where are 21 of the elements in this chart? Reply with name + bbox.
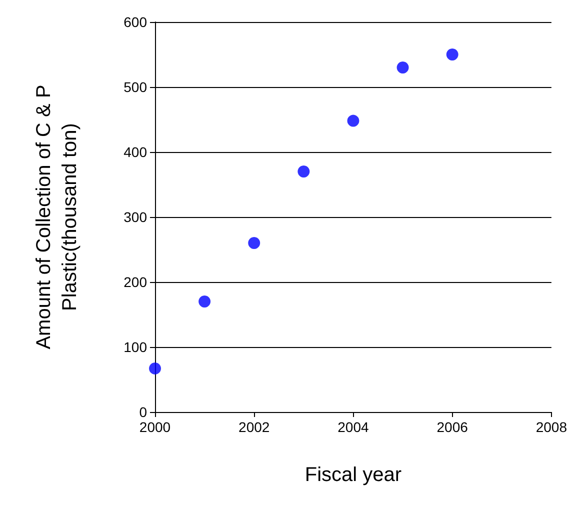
point (396, 62, 409, 74)
x-tick-label: 2008 (536, 419, 568, 435)
y-tick-label: 100 (124, 339, 148, 355)
x-tick-label: 2004 (338, 419, 369, 435)
point (446, 48, 458, 60)
point (248, 237, 260, 249)
x-axis-title: Fiscal year (304, 464, 402, 486)
x-tick-label: 2006 (436, 419, 468, 435)
y-axis-title: Amount of Collection of C & P Plastic(thousand ton) (33, 84, 81, 350)
y-tick-label: 0 (139, 404, 148, 420)
point (298, 166, 310, 178)
y-tick-label: 400 (124, 144, 148, 160)
y-tick-label: 600 (124, 14, 148, 30)
point (198, 296, 211, 308)
y-tick-label: 500 (124, 79, 148, 95)
x-tick-label: 2000 (139, 419, 171, 435)
point (347, 114, 360, 127)
x-tick-label: 2002 (238, 419, 270, 435)
y-tick-label: 200 (124, 274, 148, 290)
point (149, 362, 161, 374)
y-tick-label: 300 (124, 209, 148, 225)
